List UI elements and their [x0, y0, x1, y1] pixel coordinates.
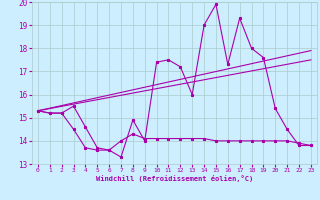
X-axis label: Windchill (Refroidissement éolien,°C): Windchill (Refroidissement éolien,°C) — [96, 175, 253, 182]
